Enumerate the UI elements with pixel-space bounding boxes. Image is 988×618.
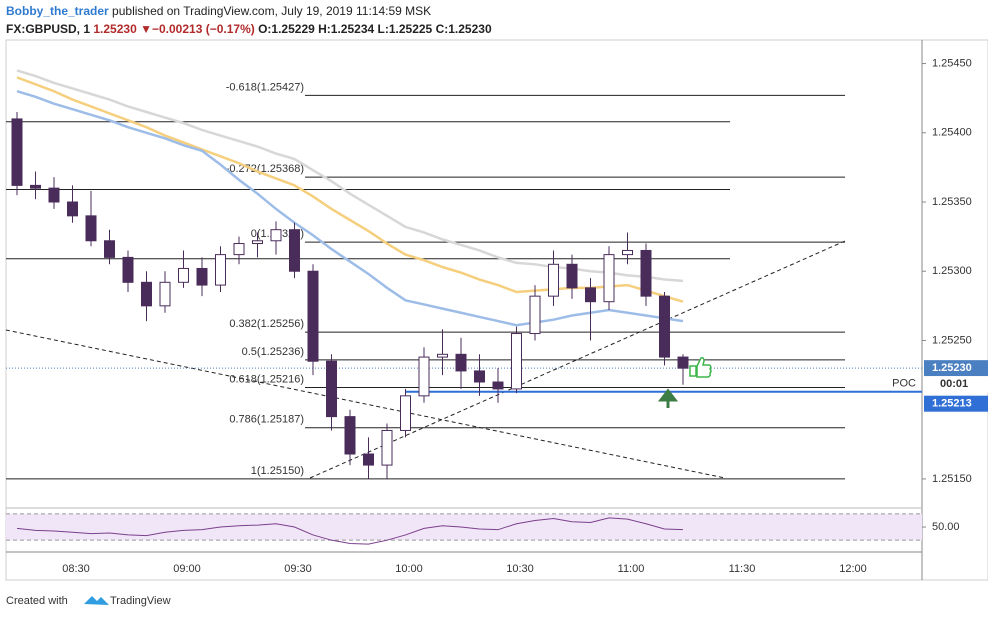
last: 1.25230 [93, 22, 137, 36]
header-line-1: Bobby_the_trader published on TradingVie… [6, 4, 431, 18]
poc-label: 1.25213 [932, 398, 972, 410]
change: −0.00213 (−0.17%) [152, 22, 255, 36]
candle-body [585, 287, 596, 303]
y-tick-label: 1.25250 [932, 334, 972, 346]
candle-body [548, 263, 559, 297]
header-line-2: FX:GBPUSD, 1 1.25230 ▼−0.00213 (−0.17%) … [6, 22, 492, 36]
candle-body [326, 360, 337, 418]
ohlc-c: C:1.25230 [436, 22, 492, 36]
candle-body [85, 215, 97, 242]
candle-body [215, 254, 226, 286]
fib-label: 0.618(1.25216) [229, 373, 304, 385]
candle-body [455, 353, 467, 372]
candle-body [30, 184, 41, 189]
countdown-tag [924, 376, 988, 393]
candle-body [529, 295, 541, 335]
candle-body [437, 353, 448, 358]
candle-body [640, 249, 652, 297]
candle-body [677, 356, 689, 369]
candle-body [400, 395, 411, 431]
candle-body [289, 229, 300, 272]
footer-brand[interactable]: TradingView [110, 595, 171, 607]
candle-body [122, 256, 134, 283]
fib-label: 0.382(1.25256) [229, 318, 304, 330]
poc-name: POC [892, 378, 916, 390]
footer-text: Created with [6, 595, 68, 607]
x-tick-label: 11:00 [618, 563, 645, 575]
fib-label: 0.5(1.25236) [242, 346, 304, 358]
candle-body [67, 201, 78, 217]
candle-body [159, 281, 171, 307]
thumbs-up-icon [689, 357, 712, 378]
x-tick-label: 08:30 [62, 563, 90, 575]
candle-body [659, 295, 670, 358]
x-tick-label: 11:30 [729, 563, 756, 575]
arrow: ▼ [140, 22, 152, 36]
tv-logo [84, 596, 109, 605]
x-tick-label: 09:00 [173, 563, 201, 575]
y-tick-label: 1.25450 [932, 57, 972, 69]
x-tick-label: 12:00 [839, 563, 867, 575]
candle-body [11, 118, 23, 186]
countdown-label: 00:01 [940, 378, 968, 390]
candle-body [233, 243, 245, 256]
ohlc-h: H:1.25234 [318, 22, 374, 36]
candle-body [418, 356, 430, 397]
symbol: FX:GBPUSD, 1 [6, 22, 90, 36]
candle-body [566, 263, 578, 289]
x-tick-label: 09:30 [284, 563, 312, 575]
x-tick-label: 10:00 [395, 563, 423, 575]
ohlc-o: O:1.25229 [258, 22, 315, 36]
y-tick-label: 1.25150 [932, 473, 972, 485]
frame [5, 39, 988, 581]
fib-label: 1(1.25150) [251, 465, 304, 477]
ohlc-l: L:1.25225 [378, 22, 433, 36]
candle-body [178, 267, 189, 283]
plot: 1.25450 1.25400 1.25350 1.25300 1.25250 1.251… [6, 57, 988, 575]
candle-body [474, 370, 485, 383]
rsi-line [16, 517, 684, 545]
last-price-tag [924, 360, 988, 377]
moving-average [16, 90, 684, 327]
trend-line [5, 329, 726, 479]
published: published on TradingView.com, July 19, 2… [112, 4, 431, 18]
fib-label: 0.786(1.25187) [229, 414, 304, 426]
candle-body [363, 453, 374, 466]
rsi-tick-label: 50.00 [932, 521, 960, 533]
y-tick-label: 1.25350 [932, 196, 972, 208]
candle-body [307, 270, 319, 362]
candle-body [141, 281, 152, 307]
candle-body [48, 187, 60, 203]
fib-label: -0.618(1.25427) [226, 81, 304, 93]
y-tick-label: 1.25300 [932, 265, 972, 277]
last-price-label: 1.25230 [932, 362, 972, 374]
candle-body [381, 429, 393, 466]
poc-tag [924, 395, 988, 412]
y-tick-label: 1.25400 [932, 127, 972, 139]
candle-body [270, 229, 282, 242]
candle-body [603, 254, 615, 303]
candle-body [252, 240, 263, 245]
candle-body [622, 249, 633, 256]
candle-body [492, 381, 504, 390]
candle-body [196, 267, 208, 286]
candle-body [344, 416, 356, 455]
up-arrow [657, 388, 679, 408]
author[interactable]: Bobby_the_trader [6, 4, 109, 18]
candle-body [511, 333, 522, 390]
x-tick-label: 10:30 [506, 563, 534, 575]
candle-body [104, 240, 115, 258]
